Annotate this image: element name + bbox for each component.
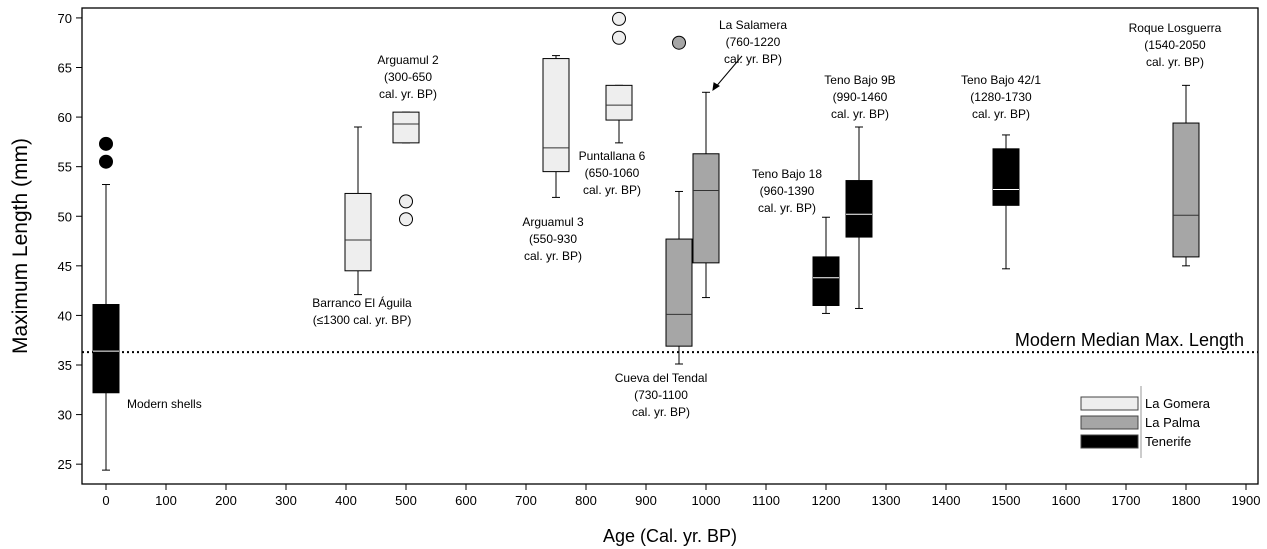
box <box>344 192 372 272</box>
x-tick-label: 300 <box>275 493 297 508</box>
x-tick-label: 900 <box>635 493 657 508</box>
box-annotation-line: (1280-1730 <box>970 90 1032 104</box>
x-tick-label: 1500 <box>992 493 1021 508</box>
box-annotation-line: cal. yr. BP) <box>379 87 437 101</box>
box-annotation-line: Teno Bajo 42/1 <box>961 73 1041 87</box>
box-annotation-line: (1540-2050 <box>1144 38 1206 52</box>
outlier-point <box>99 136 113 151</box>
box-annotation-line: (960-1390 <box>760 184 815 198</box>
box-annotation-line: cal. yr. BP) <box>632 405 690 419</box>
y-tick-label: 65 <box>58 61 72 76</box>
legend-swatch <box>1080 415 1139 430</box>
box-annotation-line: (650-1060 <box>585 166 640 180</box>
x-tick-label: 1400 <box>932 493 961 508</box>
x-tick-label: 600 <box>455 493 477 508</box>
box-annotation-line: (300-650 <box>384 70 432 84</box>
box-annotation-line: Barranco El Águila <box>312 295 412 310</box>
legend-label: Tenerife <box>1145 434 1191 449</box>
box-annotation-line: cal. yr. BP) <box>972 107 1030 121</box>
x-tick-label: 1900 <box>1232 493 1261 508</box>
box <box>992 148 1020 206</box>
box <box>92 304 120 394</box>
box-annotation-line: Arguamul 3 <box>522 215 584 229</box>
box-annotation-line: cal. yr. BP) <box>1146 55 1204 69</box>
legend-swatch <box>1080 434 1139 449</box>
box-annotation-line: (760-1220 <box>726 35 781 49</box>
box-annotation-line: Puntallana 6 <box>579 149 646 163</box>
x-tick-label: 1800 <box>1172 493 1201 508</box>
box-annotation-line: cal. yr. BP) <box>758 201 816 215</box>
y-tick-label: 50 <box>58 209 72 224</box>
box <box>845 180 873 238</box>
reference-line-group: Modern Median Max. Length <box>82 330 1258 354</box>
annotations-group: Modern shells Barranco El Águila (≤1300 ca… <box>127 18 1222 419</box>
x-tick-label: 200 <box>215 493 237 508</box>
box <box>812 256 840 306</box>
box-annotation-line: Arguamul 2 <box>377 53 439 67</box>
x-tick-label: 0 <box>102 493 109 508</box>
axes: 0 100 200 300 400 500 600 700 800 900 1000 1100 1200… <box>58 11 1261 508</box>
y-tick-label: 35 <box>58 358 72 373</box>
outlier-point <box>612 30 626 45</box>
box-annotation-line: Roque Losguerra <box>1129 21 1222 35</box>
y-tick-label: 40 <box>58 308 72 323</box>
outlier-point <box>672 35 686 50</box>
box-annotation-line: Teno Bajo 18 <box>752 167 822 181</box>
outlier-point <box>399 212 413 227</box>
box-annotation-line: La Salamera <box>719 18 787 32</box>
box-annotation-line: cal. yr. BP) <box>583 183 641 197</box>
box-annotation-line: (730-1100 <box>634 388 688 402</box>
box-annotation-line: cal. yr. BP) <box>524 249 582 263</box>
y-tick-label: 45 <box>58 259 72 274</box>
x-axis-title: Age (Cal. yr. BP) <box>603 526 737 546</box>
y-tick-label: 25 <box>58 457 72 472</box>
x-tick-label: 100 <box>155 493 177 508</box>
x-tick-label: 800 <box>575 493 597 508</box>
x-tick-label: 1100 <box>752 493 780 508</box>
y-tick-label: 30 <box>58 408 72 423</box>
box <box>392 111 420 144</box>
y-tick-label: 55 <box>58 160 72 175</box>
legend-label: La Gomera <box>1145 396 1211 411</box>
y-axis-title: Maximum Length (mm) <box>9 138 32 354</box>
x-tick-label: 1000 <box>692 493 721 508</box>
x-tick-label: 1300 <box>872 493 901 508</box>
legend-swatch <box>1080 396 1139 411</box>
box-annotation-line: Cueva del Tendal <box>615 371 708 385</box>
y-tick-label: 70 <box>58 11 72 26</box>
box <box>542 58 570 173</box>
y-tick-label: 60 <box>58 110 72 125</box>
x-tick-label: 500 <box>395 493 417 508</box>
boxes-group <box>92 11 1200 471</box>
box-annotation-line: (990-1460 <box>833 90 888 104</box>
reference-line-label: Modern Median Max. Length <box>1015 330 1244 350</box>
box <box>665 238 693 347</box>
box-annotation-line: (≤1300 cal. yr. BP) <box>313 313 412 327</box>
box-annotation-line: Teno Bajo 9B <box>824 73 895 87</box>
outlier-point <box>99 154 113 169</box>
plot-frame <box>81 7 1259 485</box>
outlier-point <box>399 194 413 209</box>
x-tick-label: 1200 <box>812 493 841 508</box>
x-tick-label: 1700 <box>1112 493 1141 508</box>
legend-label: La Palma <box>1145 415 1201 430</box>
box-annotation-line: cal. yr. BP) <box>831 107 889 121</box>
box <box>692 153 720 264</box>
x-tick-label: 400 <box>335 493 357 508</box>
x-tick-label: 700 <box>515 493 537 508</box>
x-tick-label: 1600 <box>1052 493 1081 508</box>
box <box>1172 122 1200 258</box>
outlier-point <box>612 11 626 26</box>
annotation-arrow <box>713 55 743 90</box>
box-annotation-line: (550-930 <box>529 232 577 246</box>
legend: La Gomera La Palma Tenerife <box>1080 386 1211 458</box>
box <box>605 84 633 121</box>
box-annotation-line: Modern shells <box>127 397 202 411</box>
annotation-arrowhead <box>712 82 720 92</box>
box-annotation-line: cal. yr. BP) <box>724 52 782 66</box>
